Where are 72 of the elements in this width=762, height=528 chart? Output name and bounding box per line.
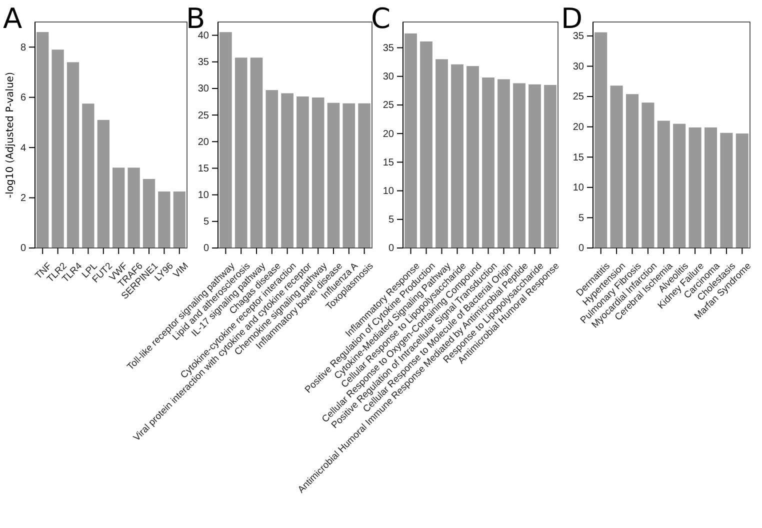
- bar: [358, 103, 370, 248]
- y-tick-label: 20: [198, 136, 210, 148]
- bar: [342, 103, 356, 248]
- bar: [673, 124, 686, 248]
- bar: [657, 120, 670, 248]
- y-tick-label: 0: [578, 243, 584, 254]
- y-tick-label: 0: [203, 243, 210, 254]
- x-tick-label: VIM: [171, 260, 191, 280]
- y-tick-label: 25: [572, 92, 584, 103]
- bar: [52, 50, 64, 248]
- y-tick-label: 4: [20, 142, 26, 154]
- bar: [220, 32, 232, 248]
- bar: [720, 132, 733, 248]
- bar: [594, 32, 608, 248]
- y-tick-label: 0: [388, 243, 394, 254]
- bar: [642, 102, 654, 248]
- bar: [451, 64, 464, 248]
- bar: [327, 102, 340, 248]
- bar: [688, 127, 702, 248]
- bar: [420, 41, 432, 248]
- bar: [173, 192, 186, 248]
- y-tick-label: 15: [198, 163, 210, 174]
- chart-title: A: [3, 2, 22, 35]
- bar: [466, 66, 479, 248]
- bar: [128, 168, 140, 248]
- chart-title: C: [371, 2, 391, 35]
- y-tick-label: 10: [572, 182, 584, 194]
- y-tick-label: 20: [382, 128, 394, 140]
- bar: [112, 168, 125, 248]
- bar: [626, 94, 639, 248]
- bar: [404, 33, 417, 248]
- y-tick-label: 2: [20, 192, 26, 204]
- y-tick-label: 25: [198, 110, 210, 122]
- bar: [513, 83, 526, 248]
- bar: [66, 62, 80, 248]
- bar: [736, 133, 748, 248]
- bar: [250, 58, 263, 248]
- y-tick-label: 8: [20, 42, 26, 54]
- bar: [36, 32, 49, 248]
- bar: [436, 59, 448, 248]
- y-tick-label: 10: [382, 186, 394, 197]
- bar: [97, 120, 110, 248]
- bar: [528, 84, 541, 248]
- y-tick-label: 30: [572, 61, 584, 72]
- bar: [498, 79, 510, 248]
- bar: [82, 104, 94, 248]
- bar: [296, 96, 309, 248]
- y-tick-label: 0: [20, 243, 26, 254]
- bar: [704, 127, 718, 248]
- bar: [158, 192, 170, 248]
- y-tick-label: 25: [382, 100, 394, 112]
- y-tick-label: 5: [388, 214, 394, 226]
- y-tick-label: 5: [203, 216, 210, 228]
- y-tick-label: 6: [20, 92, 26, 104]
- y-axis-title: -log10 (Adjusted P-value): [5, 72, 16, 198]
- y-tick-label: 35: [382, 42, 394, 54]
- bar: [544, 84, 556, 248]
- bar: [610, 86, 623, 248]
- y-tick-label: 10: [198, 190, 210, 202]
- y-tick-label: 15: [382, 157, 394, 168]
- y-tick-label: 5: [578, 212, 584, 224]
- bar: [482, 78, 494, 248]
- y-tick-label: 35: [198, 57, 210, 68]
- bar: [234, 58, 248, 248]
- bar: [142, 178, 156, 248]
- bar: [281, 93, 294, 248]
- y-tick-label: 15: [572, 152, 584, 164]
- bar: [266, 90, 278, 248]
- y-tick-label: 20: [572, 122, 584, 134]
- y-tick-label: 30: [382, 72, 394, 83]
- bar: [312, 98, 324, 248]
- y-tick-label: 30: [198, 84, 210, 95]
